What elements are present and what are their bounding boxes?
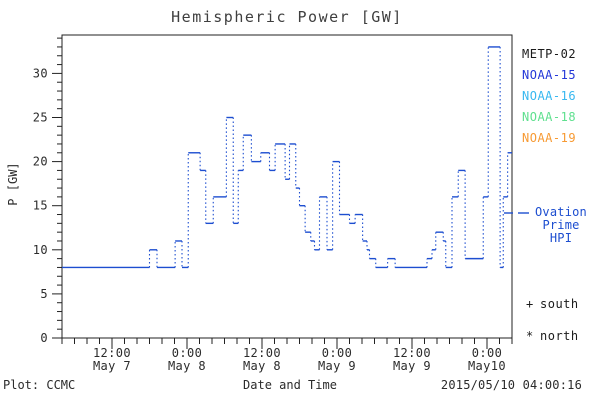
x-tick-date-label: May 8: [168, 359, 206, 373]
page-title: Hemispheric Power [GW]: [171, 8, 403, 26]
x-tick-time-label: 12:00: [93, 346, 131, 360]
y-tick-label: 10: [33, 243, 48, 257]
north-marker-legend: * north: [526, 329, 579, 343]
satellite-legend: METP-02 NOAA-15 NOAA-16 NOAA-18 NOAA-19: [522, 44, 576, 149]
south-marker-legend: + south: [526, 297, 579, 311]
legend-item-metp-02: METP-02: [522, 47, 577, 61]
y-tick-label: 15: [33, 199, 48, 213]
legend-item-noaa-18: NOAA-18: [522, 110, 577, 124]
x-tick-time-label: 0:00: [172, 346, 203, 360]
x-axis-label: Date and Time: [243, 378, 337, 392]
y-tick-label: 25: [33, 111, 48, 125]
render-timestamp: 2015/05/10 04:00:16: [440, 378, 582, 392]
x-tick-time-label: 12:00: [393, 346, 431, 360]
y-tick-label: 20: [33, 155, 48, 169]
legend-item-noaa-15: NOAA-15: [522, 68, 577, 82]
plot-frame: [61, 34, 513, 339]
x-tick-time-label: 0:00: [472, 346, 503, 360]
legend-item-noaa-16: NOAA-16: [522, 89, 577, 103]
plot-credit: Plot: CCMC: [3, 378, 76, 392]
y-tick-label: 5: [40, 287, 48, 301]
south-marker-label: south: [540, 297, 579, 311]
ovation-legend-label: Ovation Prime HPI: [535, 205, 587, 245]
x-tick-time-label: 12:00: [243, 346, 281, 360]
x-tick-time-label: 0:00: [322, 346, 353, 360]
y-tick-label: 0: [40, 331, 48, 345]
x-tick-date-label: May 9: [318, 359, 356, 373]
y-tick-label: 30: [33, 66, 48, 80]
x-tick-date-label: May 7: [93, 359, 131, 373]
x-tick-date-label: May 9: [393, 359, 431, 373]
x-tick-date-label: May10: [468, 359, 506, 373]
x-tick-date-label: May 8: [243, 359, 281, 373]
legend-item-noaa-19: NOAA-19: [522, 131, 577, 145]
north-marker-label: north: [540, 329, 579, 343]
asterisk-marker-icon: *: [526, 329, 534, 343]
plus-marker-icon: +: [526, 297, 534, 311]
y-axis-label: P [GW]: [6, 162, 20, 206]
